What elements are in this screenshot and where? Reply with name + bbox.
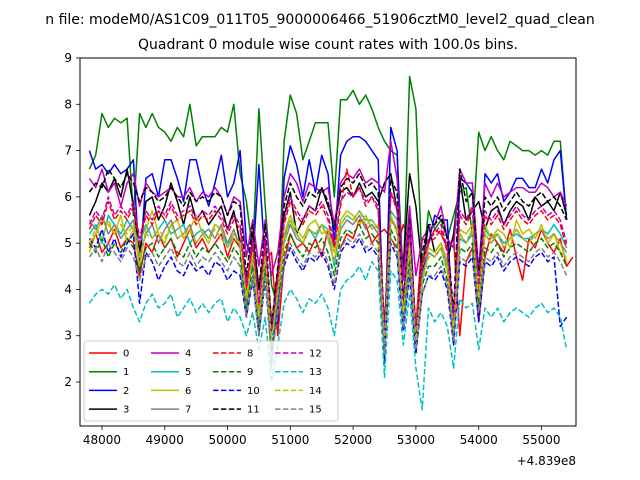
legend-label-6: 6 [185,386,191,397]
legend-label-14: 14 [309,386,322,397]
y-axis: 2 3 4 5 6 7 8 9 [64,51,80,389]
legend-label-15: 15 [309,405,322,416]
x-tick-label: 53000 [397,433,435,447]
series-line-8 [88,168,568,337]
legend-label-8: 8 [247,349,253,360]
series-line-2 [88,126,568,365]
y-tick-label: 2 [64,375,72,389]
legend-label-7: 7 [185,405,191,416]
series-line-13 [88,260,568,411]
y-tick-label: 9 [64,51,72,65]
legend-label-9: 9 [247,367,253,378]
series-line-3 [88,168,568,328]
x-tick-label: 50000 [208,433,246,447]
y-tick-label: 8 [64,97,72,111]
series-line-14 [88,210,568,346]
figure-suptitle: n file: modeM0/AS1C09_011T05_9000006466_… [45,12,594,28]
legend-box [83,340,339,422]
plot-frame [79,57,577,427]
legend-label-3: 3 [123,405,129,416]
x-tick-label: 48000 [83,433,121,447]
x-tick-label: 55000 [522,433,560,447]
series-line-4 [88,140,568,281]
y-tick-label: 7 [64,144,72,158]
series-group [88,75,574,411]
x-tick-label: 51000 [271,433,309,447]
y-tick-label: 5 [64,236,72,250]
y-tick-label: 3 [64,329,72,343]
x-tick-label: 54000 [460,433,498,447]
legend-label-5: 5 [185,367,191,378]
series-line-9 [88,223,568,351]
legend-label-10: 10 [247,386,260,397]
x-tick-label: 49000 [146,433,184,447]
legend-label-13: 13 [309,367,322,378]
legend-label-4: 4 [185,349,191,360]
series-line-10 [88,228,568,356]
x-tick-label: 52000 [334,433,372,447]
x-axis: 48000 49000 50000 51000 52000 53000 54000 55000 [83,426,561,447]
legend-label-11: 11 [247,405,260,416]
legend-label-0: 0 [123,349,129,360]
legend-label-2: 2 [123,386,129,397]
y-tick-label: 6 [64,190,72,204]
series-line-12 [88,186,568,337]
series-line-1 [88,75,568,309]
chart-title: Quadrant 0 module wise count rates with … [138,37,518,53]
y-tick-label: 4 [64,282,72,296]
series-line-15 [88,233,568,360]
x-axis-offset-label: +4.839e8 [517,454,576,468]
legend-label-1: 1 [123,367,129,378]
legend-label-12: 12 [309,349,322,360]
